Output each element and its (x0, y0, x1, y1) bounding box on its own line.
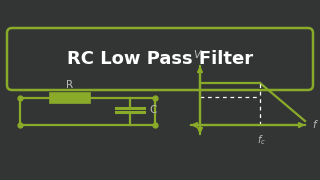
Text: V: V (193, 50, 201, 60)
Text: $f_c$: $f_c$ (258, 133, 267, 147)
Text: f: f (312, 120, 316, 130)
FancyBboxPatch shape (7, 28, 313, 90)
Text: C: C (149, 105, 156, 115)
Bar (50, 93, 90, 103)
Text: R: R (67, 80, 74, 90)
Text: RC Low Pass Filter: RC Low Pass Filter (67, 50, 253, 68)
